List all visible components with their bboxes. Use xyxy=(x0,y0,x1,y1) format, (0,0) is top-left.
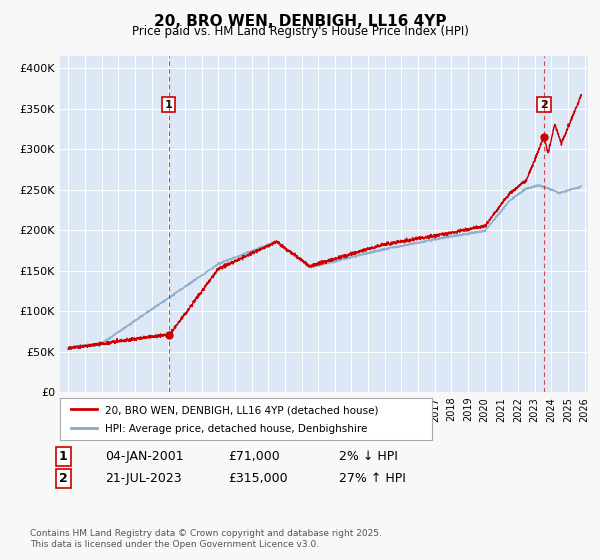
Text: 20, BRO WEN, DENBIGH, LL16 4YP (detached house): 20, BRO WEN, DENBIGH, LL16 4YP (detached… xyxy=(104,405,378,415)
Text: 20, BRO WEN, DENBIGH, LL16 4YP: 20, BRO WEN, DENBIGH, LL16 4YP xyxy=(154,14,446,29)
Text: Price paid vs. HM Land Registry's House Price Index (HPI): Price paid vs. HM Land Registry's House … xyxy=(131,25,469,38)
Text: 2: 2 xyxy=(540,100,548,110)
Text: £315,000: £315,000 xyxy=(228,472,287,486)
Text: 2% ↓ HPI: 2% ↓ HPI xyxy=(339,450,398,463)
Text: HPI: Average price, detached house, Denbighshire: HPI: Average price, detached house, Denb… xyxy=(104,424,367,433)
Text: 27% ↑ HPI: 27% ↑ HPI xyxy=(339,472,406,486)
Text: 04-JAN-2001: 04-JAN-2001 xyxy=(105,450,184,463)
Text: 1: 1 xyxy=(165,100,172,110)
Text: 1: 1 xyxy=(59,450,67,463)
Text: 21-JUL-2023: 21-JUL-2023 xyxy=(105,472,182,486)
Text: 2: 2 xyxy=(59,472,67,486)
Text: £71,000: £71,000 xyxy=(228,450,280,463)
Text: Contains HM Land Registry data © Crown copyright and database right 2025.
This d: Contains HM Land Registry data © Crown c… xyxy=(30,529,382,549)
